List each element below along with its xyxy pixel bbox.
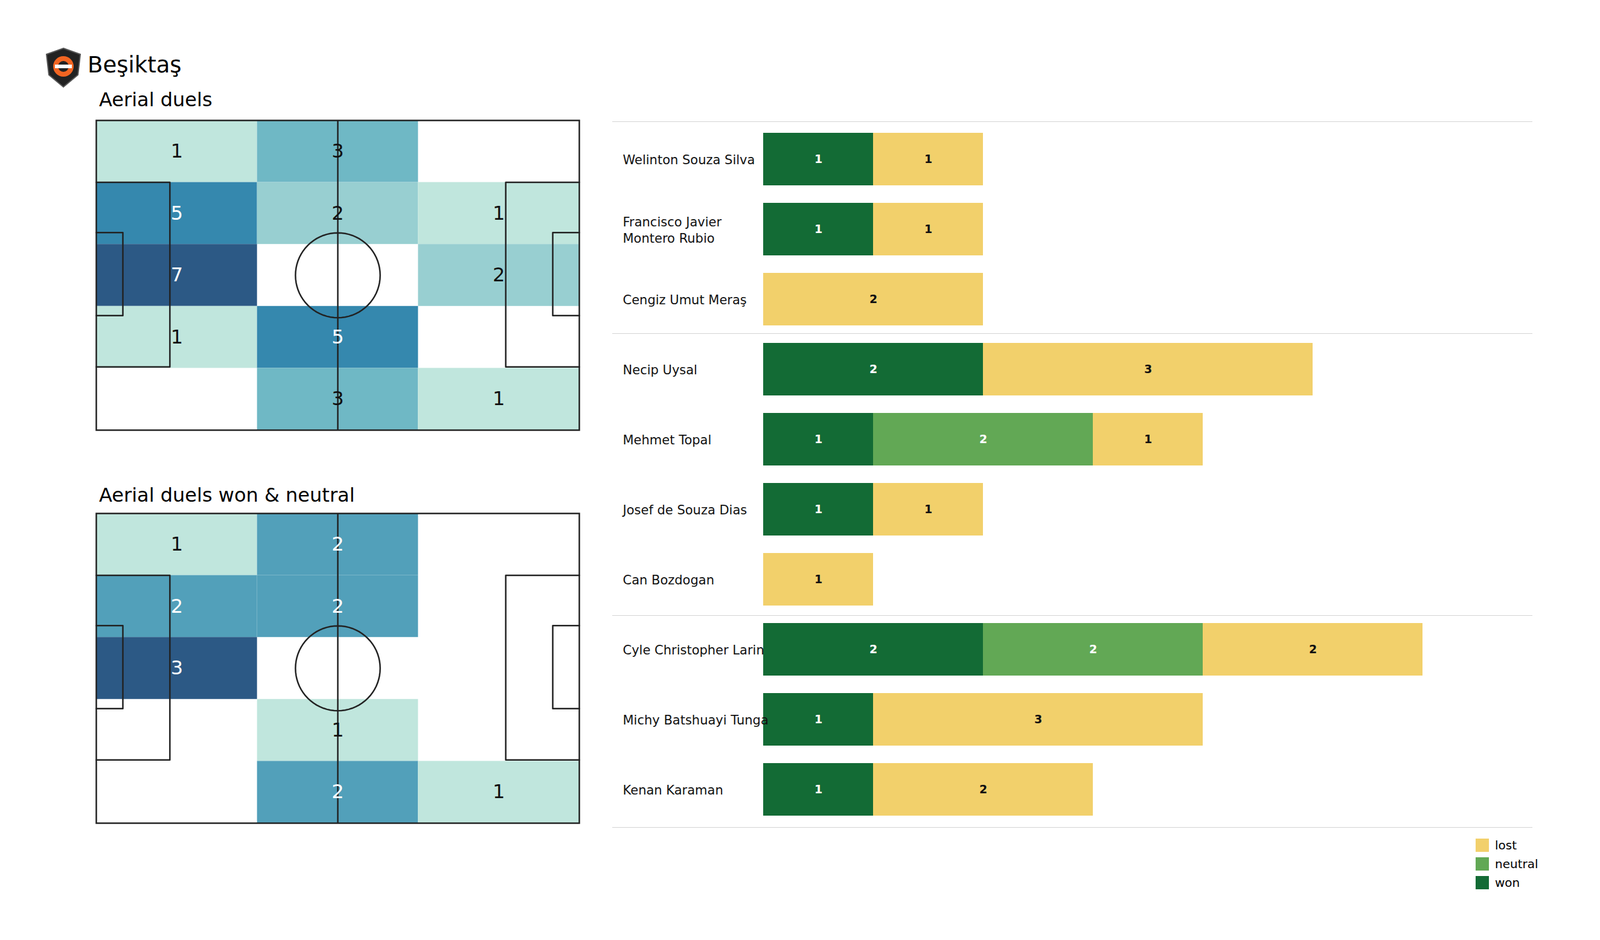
svg-text:1: 1 — [814, 152, 823, 166]
svg-text:2: 2 — [869, 362, 878, 376]
svg-text:3: 3 — [170, 656, 183, 680]
svg-text:1: 1 — [170, 139, 183, 163]
svg-text:2: 2 — [979, 782, 988, 796]
svg-text:2: 2 — [170, 594, 183, 618]
svg-text:2: 2 — [869, 642, 878, 656]
svg-text:1: 1 — [814, 222, 823, 236]
svg-text:2: 2 — [1089, 642, 1098, 656]
svg-text:1: 1 — [1144, 432, 1152, 446]
svg-text:Cengiz Umut Meraş: Cengiz Umut Meraş — [623, 292, 747, 308]
svg-text:Kenan Karaman: Kenan Karaman — [623, 783, 724, 798]
svg-text:5: 5 — [331, 325, 344, 349]
svg-text:Necip Uysal: Necip Uysal — [623, 362, 698, 378]
html-text:lost: lost — [1494, 837, 1517, 853]
svg-text:3: 3 — [331, 139, 344, 163]
svg-text:2: 2 — [869, 292, 878, 306]
svg-text:2: 2 — [979, 432, 988, 446]
svg-text:Josef de Souza Dias: Josef de Souza Dias — [621, 502, 748, 518]
svg-text:1: 1 — [814, 502, 823, 516]
svg-text:1: 1 — [170, 532, 183, 556]
svg-text:2: 2 — [331, 780, 344, 804]
svg-text:2: 2 — [331, 532, 344, 556]
html-text:Aerial duels: Aerial duels — [99, 88, 213, 112]
svg-text:1: 1 — [814, 572, 823, 586]
svg-text:2: 2 — [492, 263, 505, 287]
html-text:won: won — [1494, 875, 1520, 890]
svg-text:2: 2 — [331, 594, 344, 618]
html-text:Beşiktaş: Beşiktaş — [87, 51, 182, 78]
svg-text:7: 7 — [170, 263, 183, 287]
svg-text:1: 1 — [814, 432, 823, 446]
svg-text:1: 1 — [170, 325, 183, 349]
svg-text:1: 1 — [814, 712, 823, 726]
svg-text:Michy Batshuayi Tunga: Michy Batshuayi Tunga — [623, 713, 769, 728]
svg-text:Welinton Souza Silva: Welinton Souza Silva — [623, 152, 756, 168]
svg-text:1: 1 — [814, 782, 823, 796]
svg-text:2: 2 — [1308, 642, 1317, 656]
svg-text:2: 2 — [331, 201, 344, 225]
svg-text:1: 1 — [492, 201, 505, 225]
svg-text:1: 1 — [924, 502, 933, 516]
svg-text:1: 1 — [492, 780, 505, 804]
svg-text:3: 3 — [331, 387, 344, 410]
svg-text:3: 3 — [1144, 362, 1152, 376]
svg-text:3: 3 — [1034, 712, 1043, 726]
svg-text:Cyle Christopher Larin: Cyle Christopher Larin — [623, 643, 765, 658]
svg-text:1: 1 — [924, 222, 933, 236]
html-text:Aerial duels won & neutral: Aerial duels won & neutral — [99, 483, 355, 507]
svg-text:1: 1 — [924, 152, 933, 166]
svg-text:1: 1 — [331, 718, 344, 742]
svg-text:Francisco JavierMontero Rubio: Francisco JavierMontero Rubio — [623, 214, 723, 246]
svg-text:5: 5 — [170, 201, 183, 225]
svg-text:Can Bozdogan: Can Bozdogan — [623, 572, 715, 588]
svg-text:Mehmet Topal: Mehmet Topal — [623, 432, 712, 448]
html-text:neutral: neutral — [1494, 856, 1539, 871]
svg-text:1: 1 — [492, 387, 505, 410]
